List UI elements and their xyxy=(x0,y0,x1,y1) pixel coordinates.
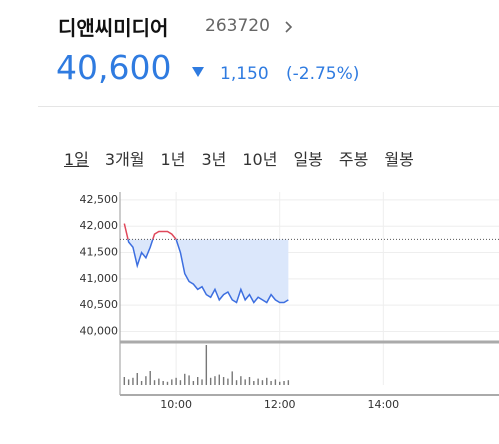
volume-bar xyxy=(201,379,203,385)
volume-bar xyxy=(227,378,229,385)
price-line xyxy=(127,239,289,304)
volume-bar xyxy=(261,380,264,385)
volume-bar xyxy=(127,379,130,385)
volume-bar xyxy=(162,381,164,385)
y-tick-label: 40,000 xyxy=(80,324,119,337)
stock-name[interactable]: 디앤씨미디어 xyxy=(58,16,169,40)
volume-bar xyxy=(171,379,173,385)
volume-bar xyxy=(218,374,220,385)
volume-bar xyxy=(145,376,147,385)
volume-bar xyxy=(179,380,182,385)
x-tick-label: 10:00 xyxy=(160,398,192,411)
y-tick-label: 42,500 xyxy=(80,193,119,206)
volume-bar xyxy=(235,380,238,385)
volume-bar xyxy=(140,381,143,385)
chevron-icon xyxy=(285,21,293,33)
volume-bar xyxy=(153,380,156,385)
tab[interactable]: 1년 xyxy=(160,150,186,169)
volume-bar xyxy=(166,381,169,385)
volume-bar xyxy=(196,377,199,385)
x-tick-label: 12:00 xyxy=(264,398,296,411)
volume-bar xyxy=(222,377,225,385)
y-tick-label: 41,000 xyxy=(80,272,119,285)
y-tick-label: 40,500 xyxy=(80,298,119,311)
period-tabs: 1일 3개월 1년 3년 10년 일봉 주봉 월봉 xyxy=(64,146,430,170)
volume-bar xyxy=(123,377,126,385)
volume-bar xyxy=(283,381,285,385)
volume-bar xyxy=(266,377,268,385)
x-tick-label: 14:00 xyxy=(367,398,399,411)
volume-bar xyxy=(253,381,255,385)
volume-bar xyxy=(158,378,160,385)
volume-bar xyxy=(244,379,246,385)
volume-bar xyxy=(231,371,233,385)
tab[interactable]: 1일 xyxy=(64,150,89,169)
volume-bar xyxy=(248,377,251,385)
down-icon xyxy=(192,67,204,77)
tab[interactable]: 주봉 xyxy=(338,150,369,169)
stock-code[interactable]: 263720 xyxy=(205,16,270,36)
volume-bar xyxy=(287,380,290,385)
price: 40,600 xyxy=(56,48,172,87)
tab[interactable]: 3개월 xyxy=(104,150,145,169)
y-tick-label: 42,000 xyxy=(80,219,119,232)
volume-bar xyxy=(209,377,212,385)
volume-bar xyxy=(192,381,195,385)
volume-bar xyxy=(184,373,186,385)
tab[interactable]: 월봉 xyxy=(384,150,414,169)
volume-bar xyxy=(149,371,151,385)
volume-bar xyxy=(270,381,272,385)
change: 1,150 xyxy=(220,64,269,84)
volume-bar xyxy=(240,376,242,385)
y-tick-label: 41,500 xyxy=(80,246,119,259)
volume-bar xyxy=(175,377,177,385)
volume-bar xyxy=(279,381,281,385)
tab[interactable]: 3년 xyxy=(201,150,227,169)
volume-bar xyxy=(274,379,277,385)
volume-bar xyxy=(188,375,190,385)
volume-bar xyxy=(214,376,216,385)
volume-bar xyxy=(132,377,134,385)
area xyxy=(128,239,289,303)
volume-bar xyxy=(205,345,208,385)
volume-bar xyxy=(136,373,138,385)
tab[interactable]: 일봉 xyxy=(293,150,323,169)
tab[interactable]: 10년 xyxy=(242,150,278,169)
volume-bar xyxy=(257,378,259,385)
change-rate: (-2.75%) xyxy=(286,64,360,84)
divider xyxy=(38,106,499,107)
